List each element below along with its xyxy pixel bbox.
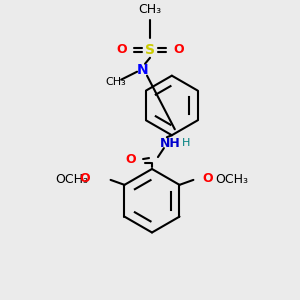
Text: O: O: [80, 172, 90, 185]
Text: O: O: [126, 153, 136, 166]
Text: CH₃: CH₃: [105, 76, 126, 87]
Text: OCH₃: OCH₃: [215, 173, 248, 186]
Text: H: H: [182, 138, 190, 148]
Text: O: O: [116, 44, 127, 56]
Text: O: O: [173, 44, 184, 56]
Text: CH₃: CH₃: [138, 3, 162, 16]
Text: N: N: [137, 63, 149, 77]
Text: OCH₃: OCH₃: [56, 173, 89, 186]
Text: NH: NH: [160, 137, 180, 150]
Text: S: S: [145, 43, 155, 57]
Text: O: O: [202, 172, 213, 185]
